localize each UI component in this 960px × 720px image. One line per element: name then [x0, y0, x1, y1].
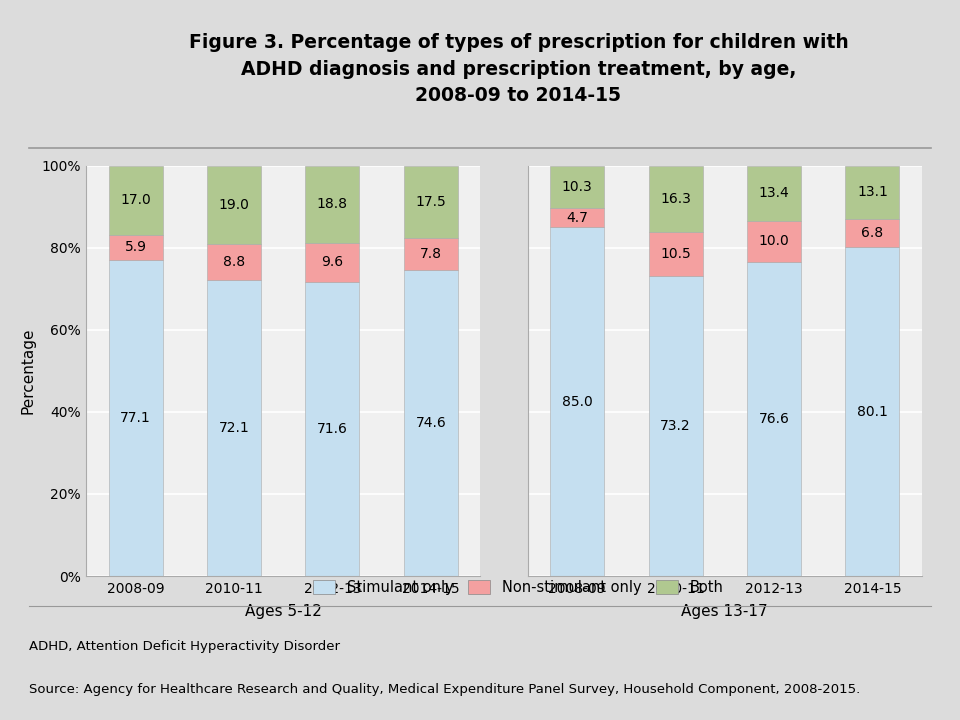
Text: 19.0: 19.0 [219, 198, 250, 212]
Text: 77.1: 77.1 [120, 411, 151, 425]
Text: 9.6: 9.6 [322, 256, 344, 269]
Text: 10.0: 10.0 [758, 234, 789, 248]
Text: 17.0: 17.0 [120, 194, 151, 207]
Text: 85.0: 85.0 [562, 395, 592, 408]
Bar [108, 260, 162, 576]
Bar [550, 166, 604, 208]
Bar [747, 166, 801, 220]
Bar [305, 166, 359, 243]
Bar [207, 244, 261, 280]
Text: 7.8: 7.8 [420, 247, 442, 261]
Bar [550, 208, 604, 227]
Text: 10.3: 10.3 [562, 180, 592, 194]
Bar [404, 270, 458, 576]
Text: 73.2: 73.2 [660, 419, 691, 433]
Bar [108, 235, 162, 260]
X-axis label: Ages 13-17: Ages 13-17 [682, 604, 768, 619]
X-axis label: Ages 5-12: Ages 5-12 [245, 604, 322, 619]
Text: 8.8: 8.8 [223, 255, 245, 269]
Text: 72.1: 72.1 [219, 421, 250, 435]
Bar [649, 276, 703, 576]
Bar [747, 220, 801, 261]
Text: 76.6: 76.6 [758, 412, 789, 426]
Bar [550, 227, 604, 576]
Legend: Stimulant only, Non-stimulant only, Both: Stimulant only, Non-stimulant only, Both [307, 575, 730, 601]
Bar [305, 243, 359, 282]
Bar [108, 166, 162, 235]
Bar [846, 247, 900, 576]
Text: 13.4: 13.4 [758, 186, 789, 200]
Text: 71.6: 71.6 [317, 422, 348, 436]
Text: 17.5: 17.5 [416, 195, 446, 209]
Bar [404, 166, 458, 238]
Bar [846, 166, 900, 220]
Bar [207, 166, 261, 244]
Bar [649, 166, 703, 233]
Bar [404, 238, 458, 270]
Text: 18.8: 18.8 [317, 197, 348, 211]
Text: 80.1: 80.1 [857, 405, 888, 418]
Text: Figure 3. Percentage of types of prescription for children with
ADHD diagnosis a: Figure 3. Percentage of types of prescri… [188, 33, 849, 105]
Y-axis label: Percentage: Percentage [21, 328, 36, 414]
Bar [846, 220, 900, 247]
Text: ADHD, Attention Deficit Hyperactivity Disorder: ADHD, Attention Deficit Hyperactivity Di… [29, 641, 340, 654]
Text: Source: Agency for Healthcare Research and Quality, Medical Expenditure Panel Su: Source: Agency for Healthcare Research a… [29, 683, 860, 696]
Bar [649, 233, 703, 276]
Text: 16.3: 16.3 [660, 192, 691, 206]
Text: 4.7: 4.7 [566, 210, 588, 225]
Bar [207, 280, 261, 576]
Text: 5.9: 5.9 [125, 240, 147, 254]
Text: 6.8: 6.8 [861, 226, 883, 240]
Text: 10.5: 10.5 [660, 247, 691, 261]
Bar [305, 282, 359, 576]
Text: 13.1: 13.1 [857, 186, 888, 199]
Bar [747, 261, 801, 576]
Text: 74.6: 74.6 [416, 416, 446, 430]
